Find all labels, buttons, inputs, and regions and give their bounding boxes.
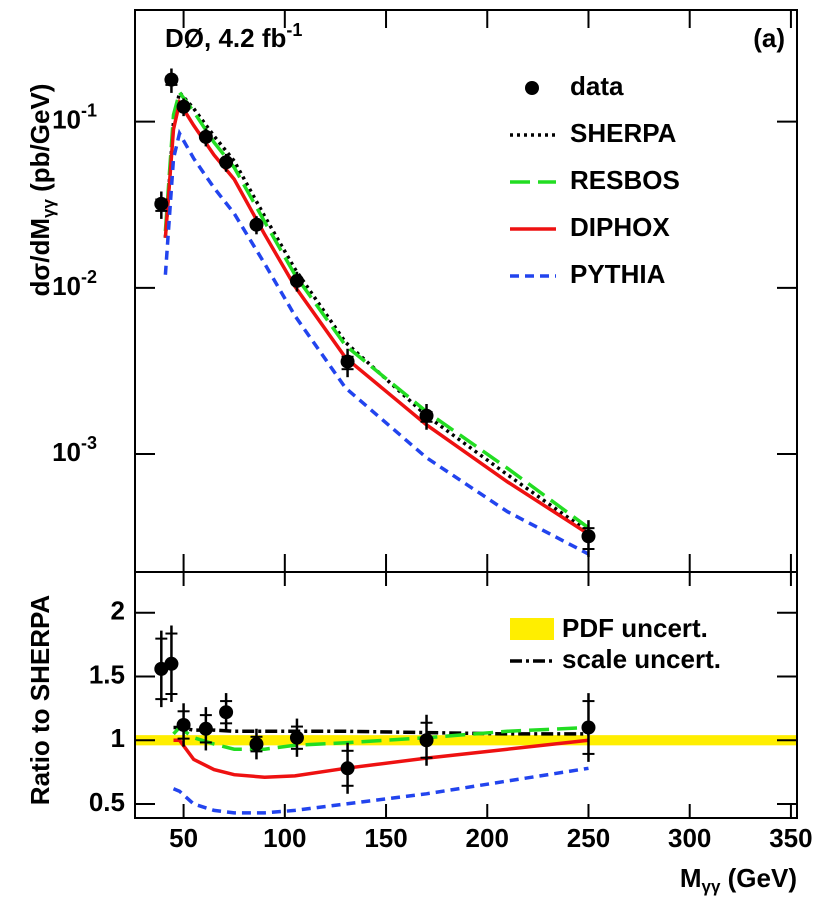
- legend-label: DIPHOX: [570, 212, 670, 242]
- x-tick-label: 200: [466, 823, 509, 853]
- curve: [163, 88, 590, 534]
- data-point: [198, 129, 213, 144]
- data-point: [249, 737, 264, 752]
- frame: [134, 9, 798, 573]
- data-point: [419, 733, 434, 748]
- x-tick-label: 300: [668, 823, 711, 853]
- y-tick-base: 10: [52, 437, 81, 467]
- x-tick-label: 250: [567, 823, 610, 853]
- y-tick-base: 10: [52, 271, 81, 301]
- curve: [172, 725, 589, 751]
- curve: [163, 128, 590, 556]
- legend-label: PDF uncert.: [562, 613, 708, 643]
- legend-label: SHERPA: [570, 118, 677, 148]
- y-tick-label: 2: [111, 596, 125, 626]
- y-tick-exp: -3: [81, 433, 97, 453]
- annotation: DØ, 4.2 fb-1: [165, 20, 302, 53]
- curve: [173, 738, 589, 779]
- data-point: [164, 72, 179, 87]
- y-label-unit: (pb/GeV): [25, 84, 55, 200]
- x-tick-label: 350: [769, 823, 812, 853]
- data-point: [198, 721, 213, 736]
- y-tick-exp: -2: [81, 267, 97, 287]
- legend-label: scale uncert.: [562, 644, 721, 674]
- x-label-sub: γγ: [702, 877, 721, 896]
- x-axis-label: Mγγ (GeV): [680, 863, 797, 897]
- curve: [163, 88, 590, 530]
- legend-label: RESBOS: [570, 165, 680, 195]
- y-tick-label: 1: [111, 723, 125, 753]
- legend-swatch: [510, 618, 554, 640]
- data-point: [219, 705, 234, 720]
- y-axis-label: dσ/dMγγ (pb/GeV): [25, 84, 59, 297]
- data-point: [154, 196, 169, 211]
- data-point: [289, 730, 304, 745]
- y-tick-exp: -1: [81, 100, 97, 120]
- frame: [134, 571, 798, 819]
- x-tick-label: 100: [263, 823, 306, 853]
- data-point: [419, 408, 434, 423]
- data-point: [219, 155, 234, 170]
- x-label-unit: (GeV): [720, 863, 797, 893]
- y-tick-label: 10-2: [52, 267, 97, 301]
- x-label-main: M: [680, 863, 702, 893]
- legend-label: data: [570, 71, 624, 101]
- data-point: [249, 217, 264, 232]
- annotation-text: DØ, 4.2 fb: [165, 23, 286, 53]
- panel-label: (a): [753, 23, 785, 53]
- plot-area: [154, 68, 596, 558]
- y-tick-label: 10-1: [52, 100, 97, 134]
- data-point: [581, 720, 596, 735]
- ratio-y-axis-label: Ratio to SHERPA: [25, 595, 55, 806]
- data-point: [164, 656, 179, 671]
- data-point: [581, 529, 596, 544]
- data-point: [176, 99, 191, 114]
- y-label-main: dσ/dM: [25, 218, 55, 296]
- y-tick-label: 10-3: [52, 433, 97, 467]
- annotation-sup: -1: [286, 20, 302, 40]
- curve: [173, 725, 589, 736]
- x-tick-label: 50: [169, 823, 198, 853]
- x-tick-label: 150: [364, 823, 407, 853]
- y-tick-label: 0.5: [89, 787, 125, 817]
- legend-marker: [525, 81, 539, 95]
- y-tick-label: 1.5: [89, 659, 125, 689]
- pdf-band: [135, 735, 797, 746]
- legend-label: PYTHIA: [570, 259, 666, 289]
- data-point: [340, 761, 355, 776]
- data-point: [340, 354, 355, 369]
- data-point: [176, 717, 191, 732]
- y-tick-base: 10: [52, 105, 81, 135]
- y-label-sub: γγ: [39, 199, 58, 218]
- data-point: [289, 273, 304, 288]
- curve: [172, 766, 589, 815]
- plot-area: [135, 625, 797, 815]
